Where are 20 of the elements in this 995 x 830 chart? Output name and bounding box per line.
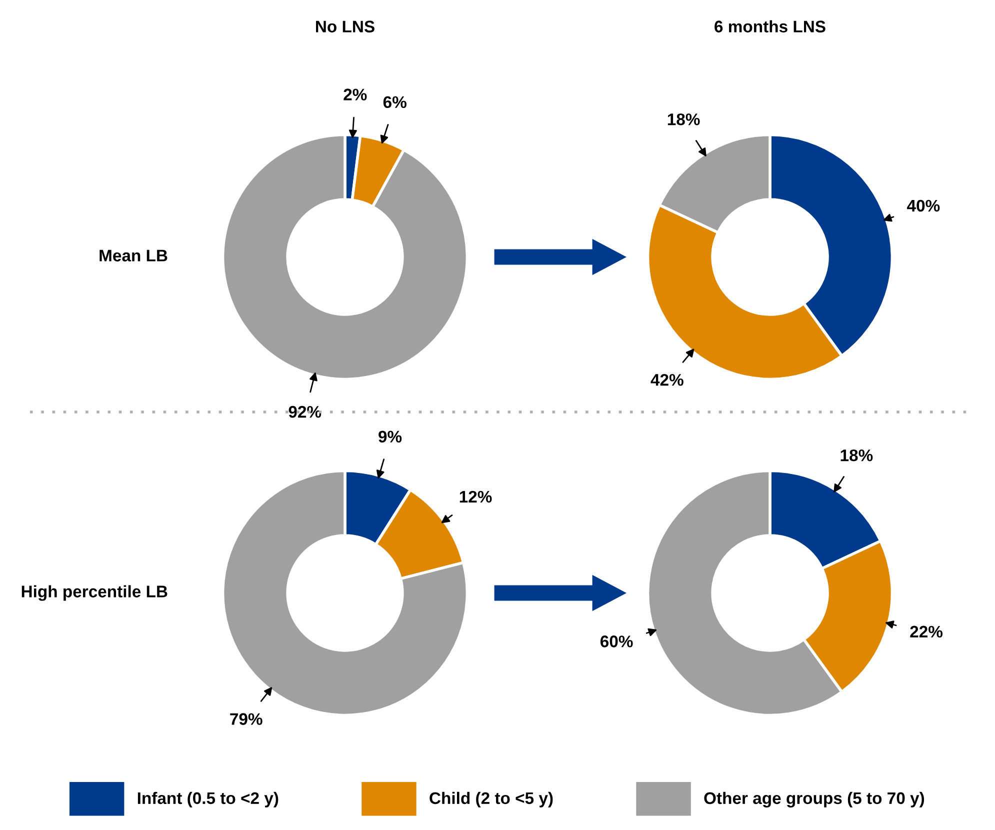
legend-label: Infant (0.5 to <2 y) (138, 792, 278, 808)
data-label: 60% (600, 636, 633, 648)
data-label: 12% (460, 490, 492, 503)
donut-slice (221, 133, 469, 381)
legend-label: Other age groups (5 to 70 y) (704, 792, 924, 808)
chart-title: No LNS (316, 20, 374, 32)
chart-title: 6 months LNS (714, 20, 826, 32)
data-label: 42% (650, 374, 684, 386)
data-label: 22% (910, 626, 943, 638)
data-label: 79% (230, 713, 262, 725)
data-label: 9% (378, 430, 402, 443)
text: High percentile LB (22, 585, 168, 601)
data-label: 6% (383, 96, 406, 108)
legend-label: Child (2 to <5 y) (430, 792, 553, 808)
data-label: 18% (668, 113, 700, 126)
text: Mean LB (100, 250, 168, 262)
data-label: 40% (907, 200, 940, 212)
data-label: 92% (288, 406, 322, 418)
data-label: 18% (840, 449, 873, 462)
data-label: 2% (344, 88, 367, 100)
